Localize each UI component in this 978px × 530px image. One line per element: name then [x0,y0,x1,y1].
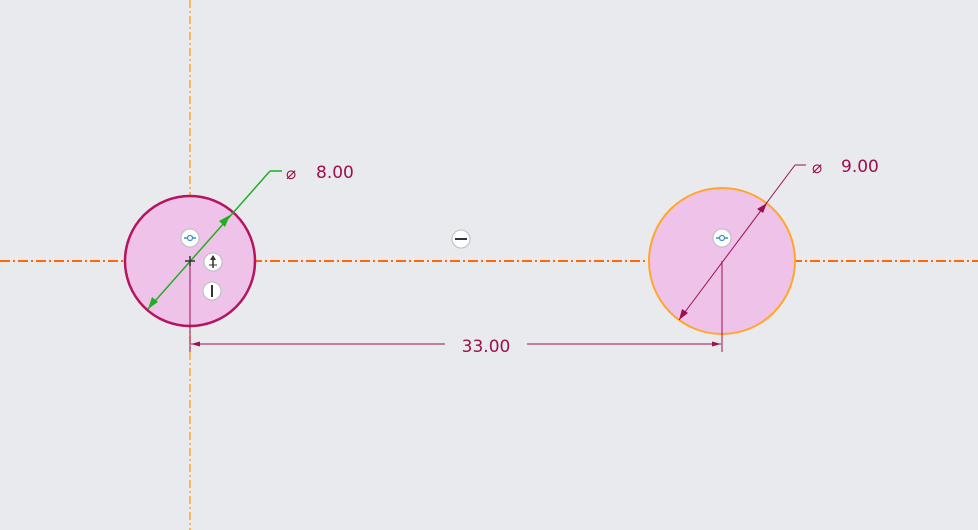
left-diameter-symbol: ⌀ [286,164,296,184]
left-diameter-arrow-start [148,297,158,309]
left-diameter-dimension[interactable]: ⌀ 8.00 [147,163,354,310]
right-diameter-dimension[interactable]: ⌀ 9.00 [678,157,879,321]
left-circle-center-point[interactable] [185,256,195,266]
tangent-constraint-icon[interactable] [203,252,223,272]
left-diameter-arrow-end [219,215,230,227]
point-on-line-icon[interactable] [712,228,732,248]
right-diameter-arrow-end [757,203,767,213]
left-diameter-value[interactable]: 8.00 [316,163,354,183]
distance-dimension[interactable]: 33.00 [191,337,721,357]
horizontal-constraint-icon[interactable] [451,229,471,249]
right-diameter-value[interactable]: 9.00 [841,157,879,177]
right-diameter-arrow-start [679,309,688,320]
vertical-constraint-icon[interactable] [202,281,222,301]
right-diameter-symbol: ⌀ [812,158,822,178]
point-on-line-icon[interactable] [180,228,200,248]
distance-dimension-value[interactable]: 33.00 [462,337,511,357]
